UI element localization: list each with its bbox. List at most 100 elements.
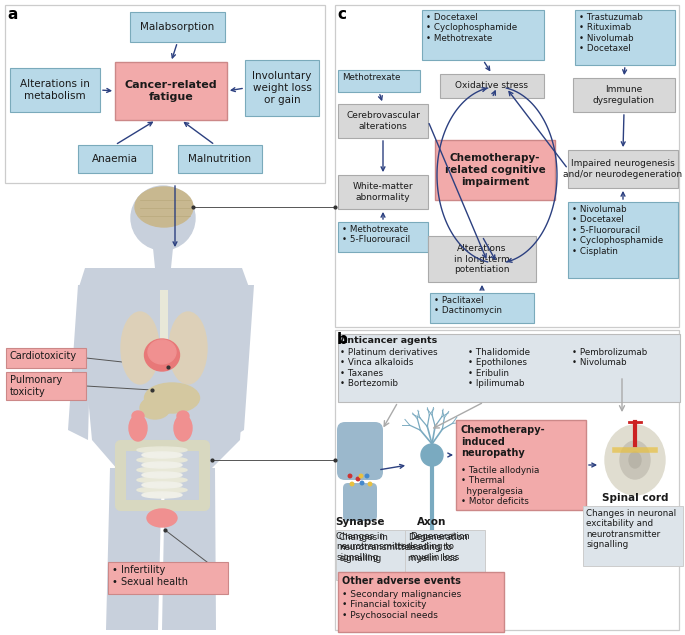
Ellipse shape bbox=[174, 415, 192, 441]
Text: • Secondary malignancies
• Financial toxicity
• Psychosocial needs: • Secondary malignancies • Financial tox… bbox=[342, 590, 461, 620]
Text: Changes in
neurotransmitter
signalling: Changes in neurotransmitter signalling bbox=[336, 532, 410, 562]
Bar bbox=[5, 5, 325, 183]
Polygon shape bbox=[68, 285, 92, 440]
Polygon shape bbox=[153, 248, 173, 268]
Ellipse shape bbox=[129, 415, 147, 441]
Ellipse shape bbox=[148, 340, 176, 364]
Ellipse shape bbox=[169, 312, 207, 384]
Text: Changes in
neurotransmitter
signalling: Changes in neurotransmitter signalling bbox=[339, 533, 413, 563]
Circle shape bbox=[359, 474, 363, 478]
Text: • Thalidomide
• Epothilones
• Eribulin
• Ipilimumab: • Thalidomide • Epothilones • Eribulin •… bbox=[468, 348, 530, 388]
Text: • Trastuzumab
• Rituximab
• Nivolumab
• Docetaxel: • Trastuzumab • Rituximab • Nivolumab • … bbox=[579, 13, 643, 53]
FancyBboxPatch shape bbox=[108, 562, 228, 594]
Text: Changes in neuronal
excitability and
neurotransmitter
signalling: Changes in neuronal excitability and neu… bbox=[586, 509, 676, 549]
Text: Chemotherapy-
related cognitive
impairment: Chemotherapy- related cognitive impairme… bbox=[445, 154, 545, 187]
Text: Synapse: Synapse bbox=[335, 517, 385, 527]
Ellipse shape bbox=[421, 444, 443, 466]
FancyBboxPatch shape bbox=[338, 70, 420, 92]
Ellipse shape bbox=[142, 462, 182, 468]
FancyBboxPatch shape bbox=[336, 530, 421, 580]
Text: Anticancer agents: Anticancer agents bbox=[340, 336, 437, 345]
Ellipse shape bbox=[137, 467, 187, 473]
Text: Cancer-related
fatigue: Cancer-related fatigue bbox=[125, 80, 217, 102]
Ellipse shape bbox=[135, 187, 193, 227]
Text: Anaemia: Anaemia bbox=[92, 154, 138, 164]
FancyBboxPatch shape bbox=[6, 372, 86, 400]
FancyBboxPatch shape bbox=[435, 140, 555, 200]
Ellipse shape bbox=[137, 477, 187, 483]
Circle shape bbox=[131, 186, 195, 250]
Ellipse shape bbox=[142, 492, 182, 498]
Ellipse shape bbox=[620, 441, 650, 479]
FancyBboxPatch shape bbox=[583, 506, 683, 566]
Text: c: c bbox=[337, 7, 346, 22]
FancyBboxPatch shape bbox=[456, 420, 586, 510]
Text: White-matter
abnormality: White-matter abnormality bbox=[353, 182, 413, 202]
FancyBboxPatch shape bbox=[6, 348, 86, 368]
Text: Other adverse events: Other adverse events bbox=[342, 576, 461, 586]
FancyBboxPatch shape bbox=[10, 68, 100, 112]
Ellipse shape bbox=[629, 452, 641, 468]
Ellipse shape bbox=[140, 397, 170, 419]
FancyBboxPatch shape bbox=[245, 60, 319, 116]
FancyBboxPatch shape bbox=[405, 530, 485, 580]
Bar bbox=[335, 330, 679, 630]
Text: Alterations
in long-term
potentiation: Alterations in long-term potentiation bbox=[454, 244, 510, 274]
Text: Cerebrovascular
alterations: Cerebrovascular alterations bbox=[346, 111, 420, 131]
Ellipse shape bbox=[137, 457, 187, 463]
Polygon shape bbox=[106, 468, 162, 630]
Text: Malnutrition: Malnutrition bbox=[188, 154, 251, 164]
Text: • Platinum derivatives
• Vinca alkaloids
• Taxanes
• Bortezomib: • Platinum derivatives • Vinca alkaloids… bbox=[340, 348, 438, 388]
Ellipse shape bbox=[145, 383, 199, 413]
Circle shape bbox=[365, 474, 369, 478]
Text: Involuntary
weight loss
or gain: Involuntary weight loss or gain bbox=[252, 71, 312, 105]
Text: Spinal cord: Spinal cord bbox=[601, 493, 669, 503]
FancyBboxPatch shape bbox=[573, 78, 675, 112]
Circle shape bbox=[348, 474, 352, 478]
FancyBboxPatch shape bbox=[130, 12, 225, 42]
FancyBboxPatch shape bbox=[115, 62, 227, 120]
FancyBboxPatch shape bbox=[338, 572, 504, 632]
Text: Oxidative stress: Oxidative stress bbox=[456, 81, 529, 91]
Text: • Tactile allodynia
• Thermal
  hyperalgesia
• Motor deficits: • Tactile allodynia • Thermal hyperalges… bbox=[461, 466, 539, 506]
FancyBboxPatch shape bbox=[178, 145, 262, 173]
Text: Degeneration
leading to
myelin loss: Degeneration leading to myelin loss bbox=[408, 533, 468, 563]
Ellipse shape bbox=[605, 425, 665, 495]
Ellipse shape bbox=[142, 452, 182, 458]
FancyBboxPatch shape bbox=[440, 74, 544, 98]
Circle shape bbox=[369, 482, 372, 486]
FancyBboxPatch shape bbox=[338, 104, 428, 138]
Text: b: b bbox=[337, 332, 348, 347]
Polygon shape bbox=[78, 268, 250, 470]
Polygon shape bbox=[228, 285, 254, 440]
Text: Axon: Axon bbox=[417, 517, 447, 527]
Text: Malabsorption: Malabsorption bbox=[140, 22, 214, 32]
Ellipse shape bbox=[137, 487, 187, 493]
FancyBboxPatch shape bbox=[568, 202, 678, 278]
Text: Pulmonary
toxicity: Pulmonary toxicity bbox=[10, 375, 62, 397]
Polygon shape bbox=[160, 290, 168, 340]
Circle shape bbox=[356, 478, 360, 481]
Ellipse shape bbox=[132, 411, 144, 421]
FancyBboxPatch shape bbox=[338, 334, 680, 402]
Text: • Nivolumab
• Docetaxel
• 5-Fluorouracil
• Cyclophosphamide
• Cisplatin: • Nivolumab • Docetaxel • 5-Fluorouracil… bbox=[572, 205, 663, 256]
Bar bbox=[335, 5, 679, 327]
FancyBboxPatch shape bbox=[338, 175, 428, 209]
Text: • Methotrexate
• 5-Fluorouracil: • Methotrexate • 5-Fluorouracil bbox=[342, 225, 410, 244]
Ellipse shape bbox=[145, 339, 179, 371]
Text: • Pembrolizumab
• Nivolumab: • Pembrolizumab • Nivolumab bbox=[572, 348, 647, 368]
FancyBboxPatch shape bbox=[575, 10, 675, 65]
Ellipse shape bbox=[142, 472, 182, 478]
Text: a: a bbox=[7, 7, 17, 22]
FancyBboxPatch shape bbox=[422, 10, 544, 60]
FancyBboxPatch shape bbox=[343, 483, 377, 521]
Text: Alterations in
metabolism: Alterations in metabolism bbox=[20, 79, 90, 101]
Polygon shape bbox=[162, 468, 216, 630]
Text: Chemotherapy-
induced
neuropathy: Chemotherapy- induced neuropathy bbox=[461, 425, 546, 458]
Text: Impaired neurogenesis
and/or neurodegeneration: Impaired neurogenesis and/or neurodegene… bbox=[564, 159, 682, 178]
Circle shape bbox=[350, 482, 353, 486]
Ellipse shape bbox=[121, 312, 159, 384]
FancyBboxPatch shape bbox=[337, 422, 383, 480]
Text: • Paclitaxel
• Dactinomycin: • Paclitaxel • Dactinomycin bbox=[434, 296, 502, 316]
Text: Degeneration
leading to
myelin loss: Degeneration leading to myelin loss bbox=[410, 532, 470, 562]
